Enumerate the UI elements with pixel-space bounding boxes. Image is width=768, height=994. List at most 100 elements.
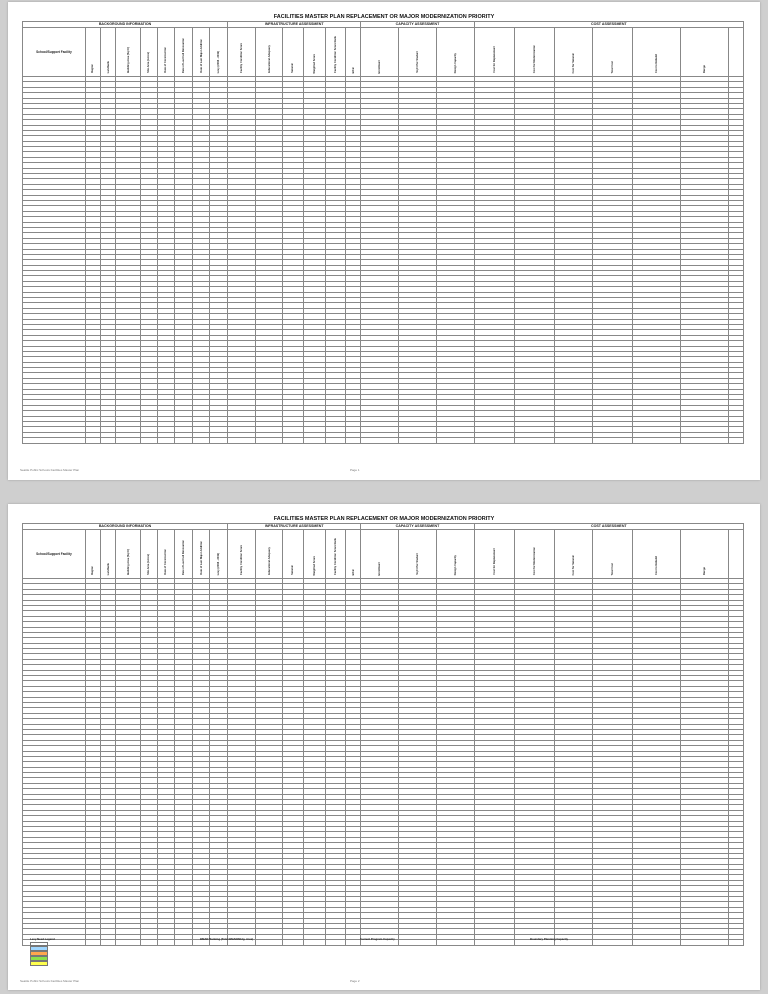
- legend-boundary-capacity-title: Boundary Planning Capacity: [530, 937, 569, 941]
- table-cell: [227, 437, 256, 444]
- table-row: [22, 437, 745, 444]
- table-cell: [398, 437, 437, 444]
- col-building-area: Building Area (Sq Ft): [115, 27, 142, 77]
- col-ethic: Ethic: [345, 529, 362, 579]
- table-cell: [727, 437, 745, 444]
- col-landbank: Landbank: [99, 529, 117, 579]
- table-row: [22, 178, 745, 185]
- col-facility-condition-score: Facility Condition Score: [227, 27, 256, 77]
- col-school: School/Support Facility: [22, 529, 86, 579]
- running-header: [20, 5, 748, 11]
- table-row: [22, 804, 745, 811]
- col-cost-modernization: Cost for Modernization: [513, 529, 556, 579]
- table-row: [22, 701, 745, 709]
- col-facility-condition-score-rank: Facility Condition Score Rank: [325, 529, 347, 579]
- col-seismic: Seismic: [282, 529, 304, 579]
- col-enrollment: Enrollment: [360, 529, 400, 579]
- table-cell: [84, 437, 102, 444]
- legend-bmar-ranking: BMAR Ranking (Total BMAR/Bldg. Area): [200, 937, 350, 942]
- col-cost-to-rebuild: Cost to Rebuild: [632, 529, 681, 579]
- table-row: [22, 685, 745, 693]
- sheet-page-1: FACILITIES MASTER PLAN REPLACEMENT OR MA…: [8, 2, 760, 480]
- table-cell: [473, 437, 515, 444]
- table-row: [22, 766, 745, 774]
- col-design-capacity: Design Capacity: [435, 529, 475, 579]
- col-educational-adequacy: Educational Adequacy: [254, 27, 284, 77]
- table-row: [22, 642, 745, 650]
- col-school: School/Support Facility: [22, 27, 86, 77]
- col-total-cost: Total Cost: [591, 27, 634, 77]
- table-cell: [140, 939, 158, 946]
- table-row: [22, 420, 745, 428]
- legend-swatch: [30, 951, 48, 956]
- running-footer-left: Seattle Public Schools Facilities Master…: [20, 979, 80, 983]
- col-weighted-score: Weighted Score: [302, 27, 327, 77]
- table-row: [22, 922, 745, 930]
- col-site-area: Site Area (Acres): [140, 529, 158, 579]
- col-educational-adequacy: Educational Adequacy: [254, 529, 284, 579]
- col-date-construction: Date of Construction: [156, 529, 176, 579]
- legend-boundary-capacity: Boundary Planning Capacity: [530, 937, 740, 942]
- table-cell: [591, 437, 634, 444]
- priority-table: BACKGROUND INFORMATION INFRASTRUCTURE AS…: [21, 523, 745, 946]
- col-date-last-major-addition: Date of Last Major Addition: [191, 27, 211, 77]
- col-spare: [727, 529, 745, 579]
- table-cell: [345, 437, 362, 444]
- table-cell: [174, 437, 193, 444]
- col-region: Region: [84, 529, 102, 579]
- table-row: [22, 189, 745, 196]
- table-row: [22, 113, 745, 121]
- col-seismic: Seismic: [282, 27, 304, 77]
- table-cell: [513, 939, 556, 946]
- legend-levy-need-title: Levy Need Legend: [30, 937, 55, 941]
- col-sq-ft-per-student: Sq Ft Per Student: [398, 27, 437, 77]
- col-weighted-score: Weighted Score: [302, 529, 327, 579]
- col-region: Region: [84, 27, 102, 77]
- col-total-cost: Total Cost: [591, 529, 634, 579]
- table-row: [22, 831, 745, 838]
- table-cell: [632, 437, 681, 444]
- table-cell: [22, 437, 86, 444]
- col-cost-modernization: Cost for Modernization: [513, 27, 556, 77]
- table-row: [22, 431, 745, 439]
- legend-levy-need: Levy Need Legend: [30, 937, 190, 966]
- table-row: [22, 356, 745, 363]
- table-row: [22, 388, 745, 396]
- col-sq-ft-per-student: Sq Ft Per Student: [398, 529, 437, 579]
- col-cost-to-rebuild: Cost to Rebuild: [632, 27, 681, 77]
- col-site-area: Site Area (Acres): [140, 27, 158, 77]
- col-date-last-full-renovation: Date of Last Full Renovation: [174, 27, 193, 77]
- table-cell: [302, 437, 327, 444]
- table-cell: [254, 437, 284, 444]
- legend-swatch: [30, 955, 48, 961]
- table-row: [22, 194, 745, 202]
- table-cell: [156, 437, 176, 444]
- legend: Levy Need Legend BMAR Ranking (Total BMA…: [30, 937, 740, 976]
- priority-table: BACKGROUND INFORMATION INFRASTRUCTURE AS…: [21, 21, 745, 444]
- table-cell: [513, 437, 556, 444]
- col-facility-condition-score: Facility Condition Score: [227, 529, 256, 579]
- legend-swatch: [30, 941, 48, 947]
- table-cell: [345, 939, 362, 946]
- table-cell: [435, 437, 475, 444]
- col-spare: [727, 27, 745, 77]
- col-range: Range: [679, 529, 729, 579]
- table-row: [22, 172, 745, 180]
- table-cell: [679, 437, 729, 444]
- legend-bmar-ranking-title: BMAR Ranking (Total BMAR/Bldg. Area): [200, 937, 254, 941]
- table-row: [22, 307, 745, 315]
- col-ethic: Ethic: [345, 27, 362, 77]
- col-enrollment: Enrollment: [360, 27, 400, 77]
- table-cell: [325, 437, 347, 444]
- table-cell: [140, 437, 158, 444]
- col-building-area: Building Area (Sq Ft): [115, 529, 142, 579]
- table-cell: [727, 939, 745, 946]
- col-design-capacity: Design Capacity: [435, 27, 475, 77]
- col-cost-replacement: Cost for Replacement: [473, 27, 515, 77]
- col-levy: Levy (2008 - 2019): [209, 27, 229, 77]
- table-row: [22, 156, 745, 164]
- table-row: [22, 577, 745, 585]
- page-number: Page 1: [350, 468, 360, 472]
- legend-current-capacity: Current Program Capacity: [360, 937, 520, 942]
- table-cell: [360, 437, 400, 444]
